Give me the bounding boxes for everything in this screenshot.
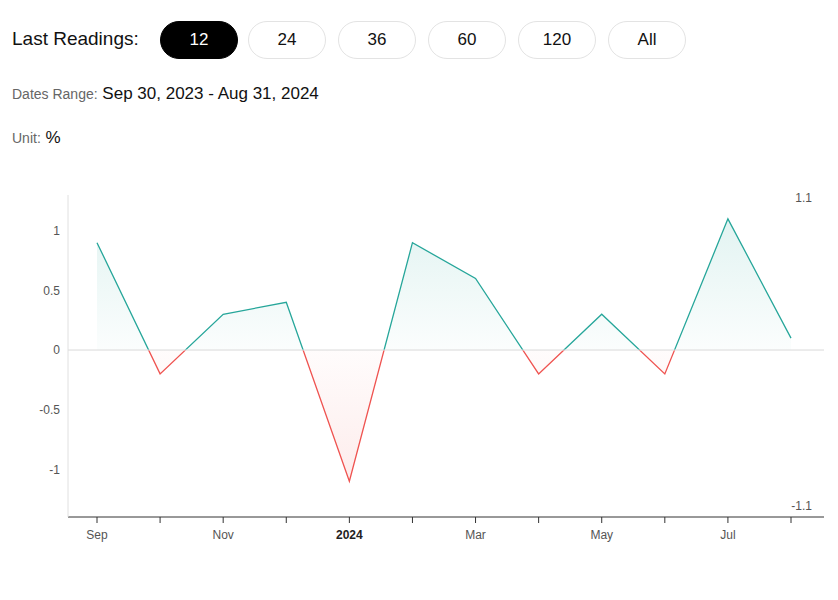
svg-text:May: May — [590, 528, 613, 542]
html-text:Dates Range: Sep 30, 2023 - Au: Dates Range: Sep 30, 2023 - Aug 31, 2024 — [12, 84, 319, 103]
svg-text:-0.5: -0.5 — [39, 403, 60, 417]
svg-text:Jul: Jul — [720, 528, 735, 542]
html-text:60: 60 — [457, 30, 477, 49]
html-text:36: 36 — [367, 30, 387, 49]
svg-text:0: 0 — [53, 343, 60, 357]
html-text:Unit: %: Unit: % — [12, 128, 61, 147]
html-text:24: 24 — [277, 30, 297, 49]
html-text:Last Readings:: Last Readings: — [12, 28, 139, 49]
svg-text:-1: -1 — [49, 463, 60, 477]
svg-text:1: 1 — [53, 224, 60, 238]
html-text:120: 120 — [542, 30, 572, 49]
html-text:-1.1: -1.1 — [791, 499, 812, 513]
svg-text:2024: 2024 — [336, 528, 363, 542]
svg-text:Sep: Sep — [86, 528, 108, 542]
svg-text:0.5: 0.5 — [43, 284, 60, 298]
svg-text:Mar: Mar — [465, 528, 486, 542]
html-text:1.1: 1.1 — [795, 191, 812, 205]
html-text:All: All — [637, 30, 657, 49]
svg-text:Nov: Nov — [213, 528, 234, 542]
html-text:12: 12 — [189, 30, 209, 49]
